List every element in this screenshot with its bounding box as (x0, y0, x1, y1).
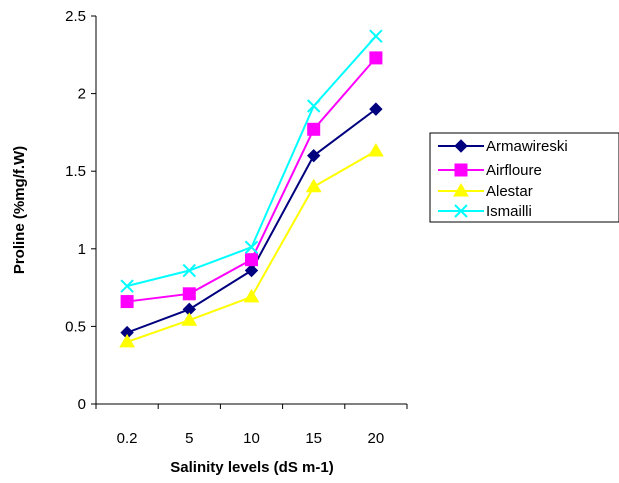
series-alestar (119, 143, 384, 348)
y-tick-label: 2 (78, 86, 86, 103)
y-tick-label: 0 (78, 396, 86, 413)
data-point (306, 99, 321, 113)
legend-marker (454, 139, 468, 153)
x-tick-label: 10 (243, 430, 260, 447)
data-point (243, 288, 260, 303)
x-tick-label: 20 (368, 430, 385, 447)
data-point (369, 29, 383, 43)
data-point (305, 178, 322, 193)
data-point (182, 287, 196, 301)
x-axis-title: Salinity levels (dS m-1) (170, 459, 333, 476)
x-ticks: 0.2 5 10 15 20 (95, 404, 408, 447)
legend-entry: Armawireski (438, 138, 568, 155)
y-tick-label: 0.5 (65, 318, 86, 335)
data-point (244, 263, 259, 278)
data-point (119, 333, 135, 348)
y-tick-label: 1 (78, 241, 86, 258)
data-point (120, 295, 134, 309)
data-point (306, 148, 321, 163)
legend-entry: Ismailli (438, 203, 532, 220)
legend-marker (454, 204, 468, 218)
y-ticks: 0 0.5 1 1.5 2 2.5 (65, 8, 96, 413)
data-point (369, 102, 383, 116)
data-point (181, 312, 198, 326)
x-tick-label: 15 (305, 430, 322, 447)
series-airfloure (120, 51, 383, 309)
series-armawireski (120, 102, 383, 340)
legend-entry: Alestar (438, 183, 533, 200)
legend-entry: Airfloure (438, 162, 542, 179)
legend-label: Alestar (486, 183, 533, 200)
x-tick-label: 0.2 (117, 430, 138, 447)
y-axis-title: Proline (%mg/f.W) (11, 146, 28, 274)
x-tick-label: 5 (185, 430, 193, 447)
legend-label: Airfloure (486, 162, 542, 179)
data-point (307, 122, 321, 136)
legend-label: Armawireski (486, 138, 568, 155)
data-point (369, 51, 383, 65)
y-tick-label: 2.5 (65, 8, 86, 25)
legend-marker (453, 183, 469, 197)
legend-marker (454, 163, 468, 177)
series-layer (119, 29, 384, 348)
data-point (244, 240, 259, 254)
axes (95, 16, 407, 405)
data-point (245, 253, 258, 267)
legend-label: Ismailli (486, 203, 532, 220)
data-point (182, 263, 197, 278)
data-point (368, 143, 384, 157)
series-ismailli (120, 29, 383, 293)
y-tick-label: 1.5 (65, 163, 86, 180)
legend: Armawireski Airfloure Alestar Ismailli (429, 132, 619, 223)
data-point (120, 279, 134, 293)
